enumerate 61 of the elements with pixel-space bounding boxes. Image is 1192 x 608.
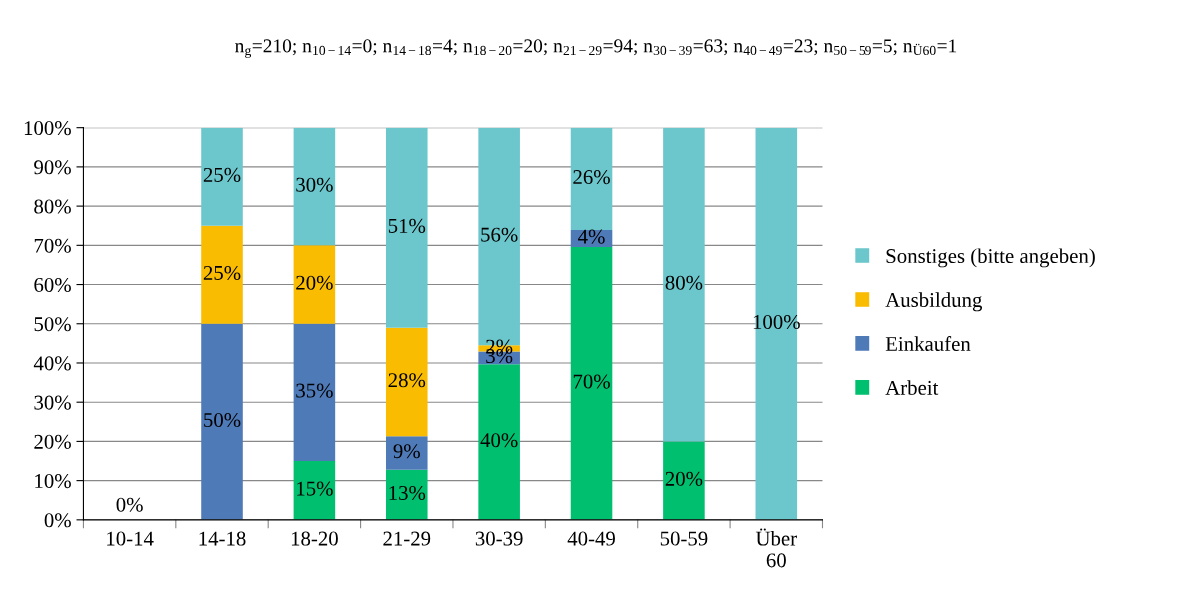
data-label: 13% xyxy=(389,485,426,501)
x-tick-label: 30-39 xyxy=(475,531,523,546)
bar xyxy=(385,436,428,470)
bar xyxy=(663,127,705,442)
data-label: 100% xyxy=(753,314,800,330)
bar xyxy=(385,327,428,437)
bar xyxy=(570,246,613,520)
x-tick-label: 40-49 xyxy=(567,531,615,546)
data-label: 0% xyxy=(116,497,143,512)
y-tick-label: 80% xyxy=(34,199,71,214)
x-tick-label: 21-29 xyxy=(383,531,431,546)
legend-label: Einkaufen xyxy=(885,336,971,351)
bar xyxy=(201,127,243,226)
data-label: 50% xyxy=(204,412,241,428)
y-tick-label: 10% xyxy=(35,474,71,489)
data-label: 51% xyxy=(388,218,426,233)
bar xyxy=(293,245,336,324)
bar xyxy=(570,127,613,231)
bar xyxy=(293,127,336,246)
x-tick-label: 50-59 xyxy=(660,531,708,546)
bar xyxy=(201,323,243,520)
data-label: 70% xyxy=(573,374,610,389)
x-tick-label: 10-14 xyxy=(107,531,154,546)
data-label: 25% xyxy=(203,265,241,281)
data-label: 20% xyxy=(665,471,703,486)
data-label: 40% xyxy=(480,433,518,448)
legend-label: Ausbildung xyxy=(885,292,983,312)
chart-title: n$_{g}$=210; n$_{10−14}$=0; n$_{14−18}$=4; n$_{18−20}$=20; n$_{21−29}$=94; n$_{30−39}$=63; n$_{40−49}$=23; n$_{50−59}$=5; n$_{Ü60}$=1 xyxy=(235,39,957,58)
legend-label: Arbeit xyxy=(885,380,939,395)
data-label: 56% xyxy=(481,227,518,242)
bar xyxy=(293,323,336,462)
bar xyxy=(755,127,798,520)
data-label: 26% xyxy=(573,170,610,185)
y-tick-label: 70% xyxy=(34,238,71,253)
data-label: 80% xyxy=(665,275,703,290)
y-tick-label: 0% xyxy=(44,513,71,528)
x-tick-label: 14-18 xyxy=(199,531,246,546)
data-label: 25% xyxy=(203,167,241,182)
bar xyxy=(385,127,428,328)
bar xyxy=(663,441,705,520)
y-tick-label: 40% xyxy=(33,356,71,371)
x-tick-label: 18-20 xyxy=(291,531,338,546)
data-label: 15% xyxy=(297,481,333,496)
bar xyxy=(478,364,520,520)
data-label: 28% xyxy=(388,373,426,388)
legend-label: Sonstiges (bitte angeben) xyxy=(886,248,1095,268)
data-label: 20% xyxy=(296,275,333,290)
x-tick-label: Über 60 xyxy=(755,528,797,568)
y-tick-label: 50% xyxy=(34,317,71,332)
data-label: 4% xyxy=(578,229,605,244)
y-tick-label: 30% xyxy=(34,395,71,410)
y-tick-label: 60% xyxy=(34,277,71,293)
data-label: 35% xyxy=(296,383,333,398)
y-tick-label: 100% xyxy=(24,121,71,136)
bar xyxy=(201,225,243,324)
bar xyxy=(385,469,428,520)
y-tick-label: 20% xyxy=(34,434,71,449)
y-tick-label: 90% xyxy=(34,160,71,175)
bar xyxy=(293,461,336,520)
data-label: 30% xyxy=(296,177,333,192)
data-label: 9% xyxy=(393,444,420,459)
